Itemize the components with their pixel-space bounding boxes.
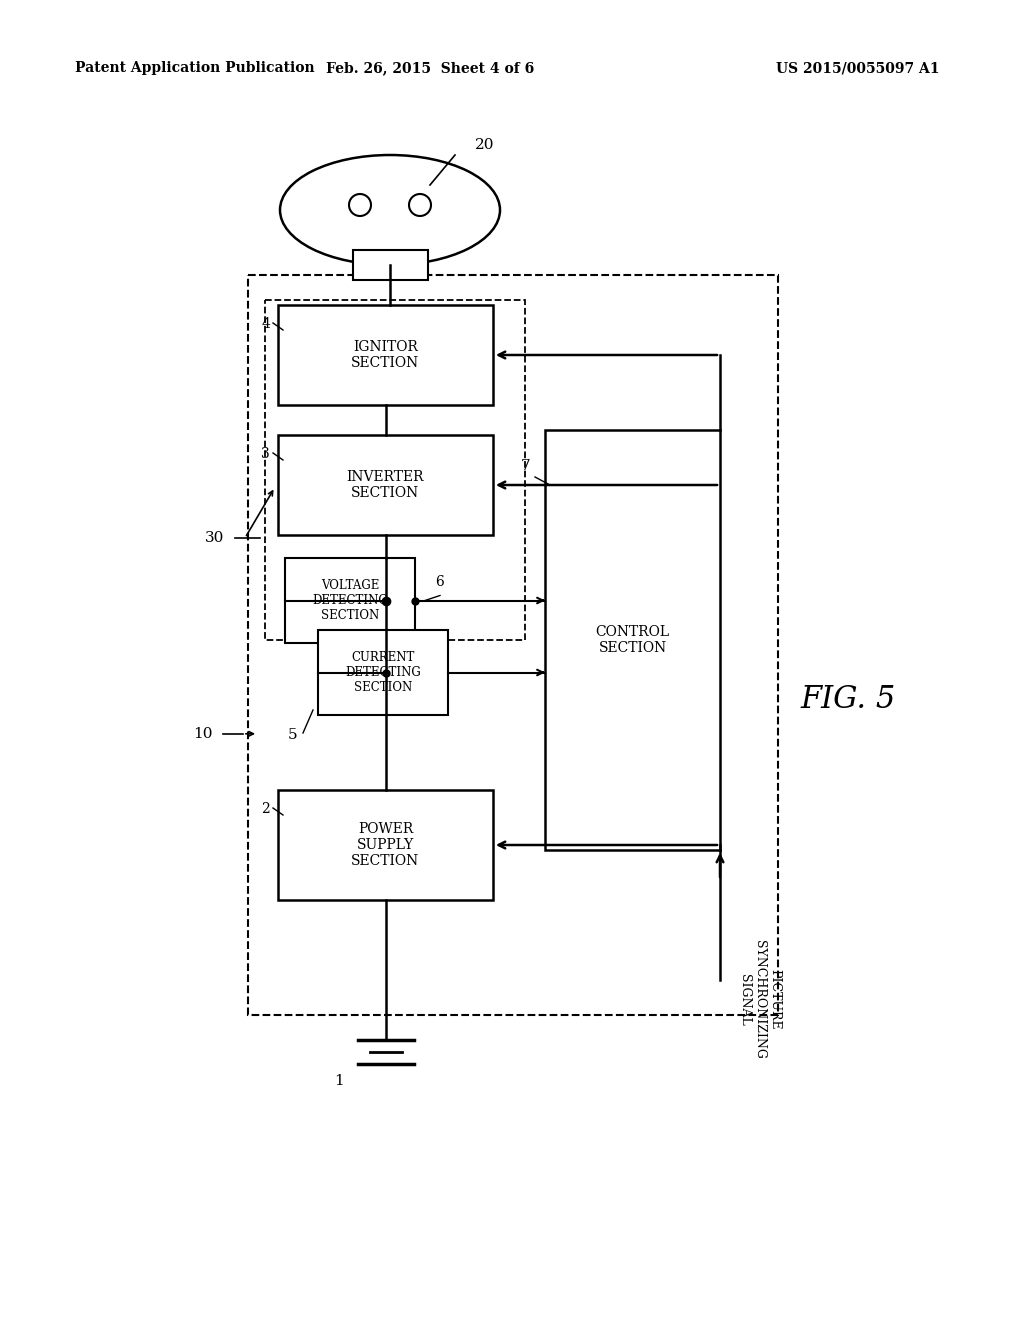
Text: 7: 7: [520, 459, 530, 473]
Text: 2: 2: [261, 803, 270, 816]
Text: PICTURE
SYNCHRONIZING
SIGNAL: PICTURE SYNCHRONIZING SIGNAL: [738, 940, 781, 1059]
Bar: [352, 249, 427, 280]
Bar: [278, 305, 493, 405]
Text: 5: 5: [288, 729, 298, 742]
Bar: [318, 630, 449, 715]
Text: Patent Application Publication: Patent Application Publication: [75, 61, 314, 75]
Text: 20: 20: [475, 139, 495, 152]
Bar: [278, 436, 493, 535]
Text: 30: 30: [205, 531, 224, 545]
Text: Feb. 26, 2015  Sheet 4 of 6: Feb. 26, 2015 Sheet 4 of 6: [326, 61, 535, 75]
Text: INVERTER
SECTION: INVERTER SECTION: [347, 470, 424, 500]
Bar: [278, 789, 493, 900]
Text: POWER
SUPPLY
SECTION: POWER SUPPLY SECTION: [351, 822, 420, 869]
Text: US 2015/0055097 A1: US 2015/0055097 A1: [776, 61, 940, 75]
Bar: [545, 430, 720, 850]
Ellipse shape: [280, 154, 500, 265]
Text: 6: 6: [435, 574, 443, 589]
Text: CONTROL
SECTION: CONTROL SECTION: [595, 624, 670, 655]
Text: 3: 3: [261, 447, 270, 461]
Text: FIG. 5: FIG. 5: [800, 685, 895, 715]
Text: IGNITOR
SECTION: IGNITOR SECTION: [351, 339, 420, 370]
Bar: [265, 300, 525, 640]
Text: 4: 4: [261, 317, 270, 331]
Text: 10: 10: [193, 727, 213, 741]
Text: CURRENT
DETECTING
SECTION: CURRENT DETECTING SECTION: [345, 651, 421, 694]
Text: VOLTAGE
DETECTING
SECTION: VOLTAGE DETECTING SECTION: [312, 579, 388, 622]
Text: 1: 1: [334, 1074, 343, 1088]
Bar: [285, 558, 415, 643]
Bar: [248, 275, 778, 1015]
